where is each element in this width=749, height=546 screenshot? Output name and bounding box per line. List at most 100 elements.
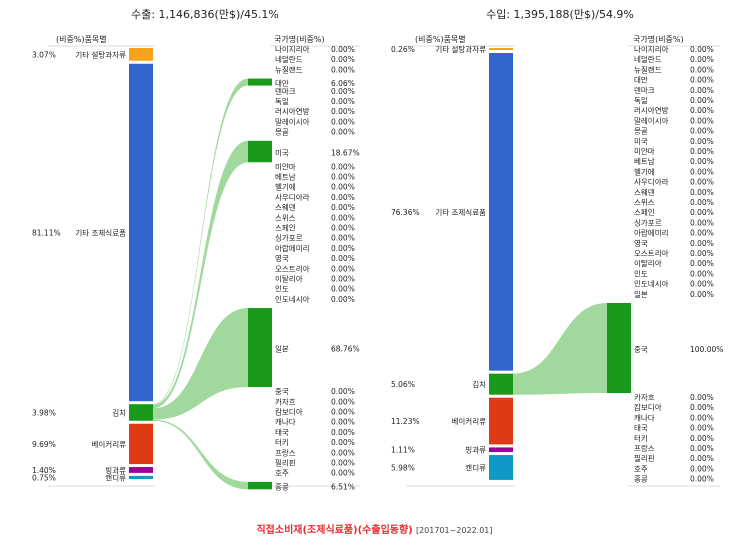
country-name: 오스트리아 <box>275 263 310 273</box>
country-name: 독일 <box>275 97 289 106</box>
category-node[interactable] <box>489 455 513 480</box>
category-node[interactable] <box>129 423 153 465</box>
country-name: 영국 <box>275 253 289 263</box>
flow-link[interactable] <box>153 419 248 490</box>
country-name: 인도 <box>634 268 648 278</box>
country-pct: 0.00% <box>690 454 714 463</box>
country-name: 싱가포르 <box>634 217 662 227</box>
country-pct: 0.00% <box>331 295 355 304</box>
country-node[interactable] <box>248 481 272 490</box>
country-name: 인도네시아 <box>275 294 310 304</box>
category-node[interactable] <box>489 48 513 50</box>
footer: 직접소비재(조제식료품)(수출입동향) [201701~2022.01] <box>0 521 749 536</box>
country-pct: 0.00% <box>690 413 714 422</box>
country-node[interactable] <box>248 78 272 86</box>
country-name: 아랍에미리 <box>275 243 310 253</box>
country-pct: 0.00% <box>331 107 355 116</box>
country-node[interactable] <box>248 308 272 388</box>
category-name: 기타 조제식료품 <box>435 208 486 217</box>
country-pct: 0.00% <box>331 203 355 212</box>
country-name: 오스트리아 <box>634 248 669 258</box>
country-pct: 0.00% <box>331 458 355 467</box>
country-pct: 0.00% <box>331 469 355 478</box>
category-name: 기타 조제식료품 <box>75 228 126 237</box>
country-name: 나이지리아 <box>634 44 669 54</box>
country-pct: 0.00% <box>690 65 714 74</box>
category-name: 베이커리류 <box>452 416 487 426</box>
country-node[interactable] <box>607 303 631 393</box>
country-name: 인도 <box>275 284 289 294</box>
country-pct: 0.00% <box>331 87 355 96</box>
country-pct: 0.00% <box>331 172 355 181</box>
country-name: 중국 <box>275 387 289 396</box>
country-name: 필리핀 <box>634 453 655 463</box>
country-pct: 0.00% <box>690 444 714 453</box>
country-pct: 0.00% <box>331 274 355 283</box>
category-node[interactable] <box>129 467 153 473</box>
country-pct: 68.76% <box>331 345 360 354</box>
import-panel: 수입: 1,395,188(만$)/54.9% (비중%)품목별 국가명(비중%) 0… <box>391 8 723 487</box>
country-name: 대만 <box>634 76 648 85</box>
country-pct: 0.00% <box>331 234 355 243</box>
country-pct: 0.00% <box>331 387 355 396</box>
country-name: 네덜란드 <box>634 54 662 64</box>
category-node[interactable] <box>489 397 513 445</box>
country-pct: 0.00% <box>690 198 714 207</box>
category-node[interactable] <box>489 53 513 371</box>
country-name: 네덜란드 <box>275 54 303 64</box>
category-node[interactable] <box>129 404 153 421</box>
country-name: 베트남 <box>634 157 655 166</box>
category-header: (비중%)품목별 <box>56 34 107 44</box>
country-pct: 18.67% <box>331 149 360 158</box>
country-pct: 0.00% <box>690 280 714 289</box>
country-name: 캄보디아 <box>634 402 662 412</box>
country-name: 필리핀 <box>275 457 296 467</box>
country-name: 베트남 <box>275 172 296 181</box>
flow-link[interactable] <box>513 303 607 395</box>
country-pct: 0.00% <box>331 55 355 64</box>
country-pct: 0.00% <box>690 208 714 217</box>
country-name: 캐나다 <box>275 418 296 427</box>
category-node[interactable] <box>129 63 153 402</box>
category-node[interactable] <box>489 447 513 453</box>
country-name: 말레이시아 <box>634 115 669 125</box>
country-pct: 0.00% <box>331 162 355 171</box>
country-pct: 0.00% <box>331 128 355 137</box>
country-name: 중국 <box>634 345 648 354</box>
category-name: 빙과류 <box>105 466 126 475</box>
country-pct: 0.00% <box>690 269 714 278</box>
country-name: 독일 <box>634 96 648 105</box>
country-pct: 0.00% <box>690 167 714 176</box>
country-name: 호주 <box>275 469 289 478</box>
country-name: 캄보디아 <box>275 406 303 416</box>
country-pct: 0.00% <box>690 464 714 473</box>
country-pct: 0.00% <box>331 285 355 294</box>
category-node[interactable] <box>129 475 153 479</box>
country-header: 국가명(비중%) <box>274 34 325 44</box>
country-pct: 0.00% <box>690 434 714 443</box>
country-name: 나이지리아 <box>275 44 310 54</box>
country-name: 뉴질랜드 <box>275 64 303 74</box>
country-name: 호주 <box>634 464 648 473</box>
country-pct: 6.06% <box>331 79 355 88</box>
flow-link[interactable] <box>153 308 248 420</box>
country-pct: 0.00% <box>331 428 355 437</box>
country-name: 스위스 <box>634 198 655 207</box>
category-name: 베이커리류 <box>92 439 127 449</box>
flow-link[interactable] <box>153 78 248 406</box>
country-name: 미얀마 <box>634 146 655 156</box>
category-name: 기타 설탕과자류 <box>435 44 486 54</box>
category-pct: 0.26% <box>391 45 415 54</box>
country-pct: 0.00% <box>690 475 714 484</box>
flow-link[interactable] <box>153 140 248 409</box>
country-node[interactable] <box>248 140 272 163</box>
country-name: 카자흐 <box>634 393 655 402</box>
country-name: 뉴질랜드 <box>634 64 662 74</box>
country-pct: 0.00% <box>331 254 355 263</box>
category-node[interactable] <box>489 373 513 395</box>
category-node[interactable] <box>129 48 153 61</box>
country-pct: 0.00% <box>690 96 714 105</box>
country-pct: 0.00% <box>331 65 355 74</box>
country-name: 미국 <box>275 149 289 158</box>
country-name: 벨기에 <box>275 183 296 192</box>
